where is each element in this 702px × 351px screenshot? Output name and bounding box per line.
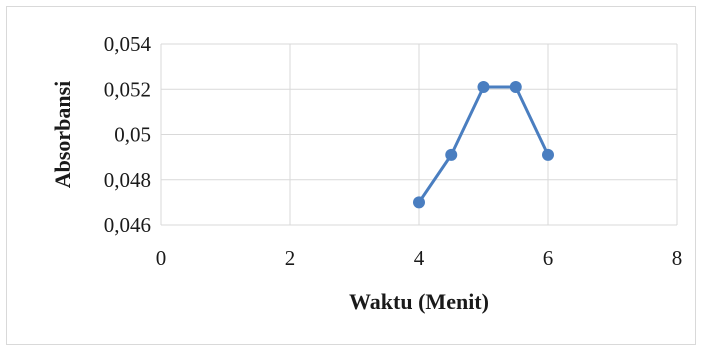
x-tick-label: 0 [156, 246, 167, 270]
chart-svg: 0,046 0,048 0,05 0,052 0,054 0 2 4 6 8 Waktu (Men… [50, 32, 683, 314]
y-tick-label: 0,048 [104, 168, 151, 192]
series-line [417, 85, 550, 204]
series-layer [413, 80, 554, 209]
x-tick-label: 6 [543, 246, 554, 270]
x-axis-title: Waktu (Menit) [349, 289, 489, 314]
y-tick-label: 0,052 [104, 77, 151, 101]
x-tick-label: 8 [672, 246, 683, 270]
tick-labels: 0,046 0,048 0,05 0,052 0,054 0 2 4 6 8 [104, 32, 683, 270]
chart-area: 0,046 0,048 0,05 0,052 0,054 0 2 4 6 8 Waktu (Men… [6, 6, 696, 345]
y-tick-label: 0,046 [104, 213, 151, 237]
y-tick-label: 0,05 [114, 123, 151, 147]
data-point [509, 80, 522, 93]
x-tick-label: 2 [285, 246, 296, 270]
y-tick-label: 0,054 [104, 32, 152, 56]
x-tick-label: 4 [414, 246, 425, 270]
data-point [413, 196, 425, 209]
data-point [542, 148, 554, 161]
data-point [477, 80, 490, 93]
y-axis-title: Absorbansi [50, 81, 75, 189]
data-point [445, 148, 458, 161]
grid-lines [160, 43, 678, 226]
